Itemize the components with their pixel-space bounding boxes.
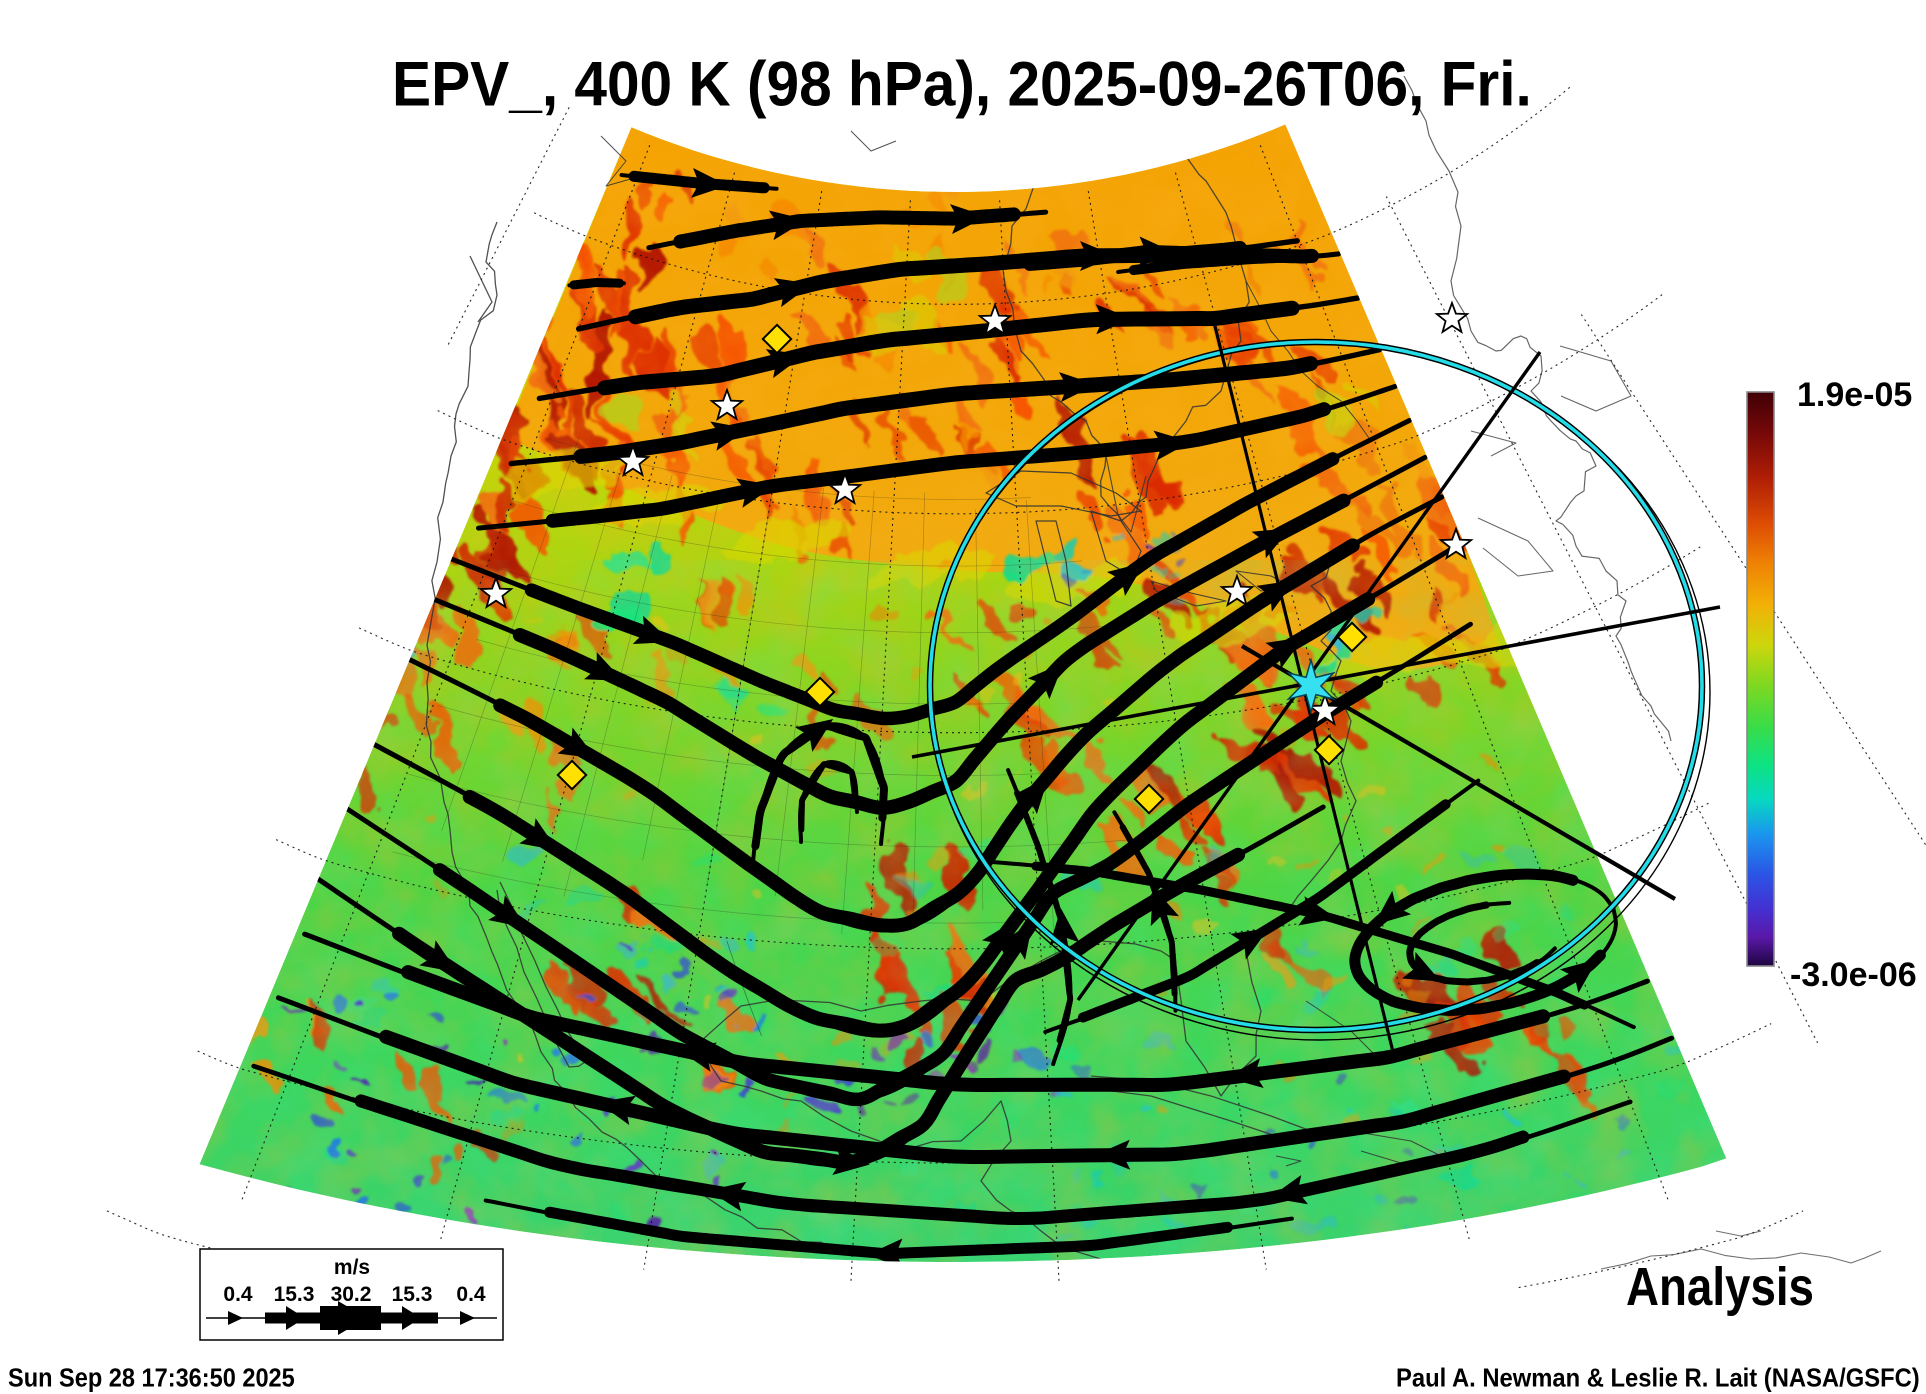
svg-text:Sun Sep 28 17:36:50 2025: Sun Sep 28 17:36:50 2025 (8, 1364, 295, 1392)
svg-text:Analysis: Analysis (1626, 1256, 1814, 1316)
svg-text:EPV_, 400 K (98 hPa), 2025-09-: EPV_, 400 K (98 hPa), 2025-09-26T06, Fri… (392, 49, 1532, 119)
svg-text:1.9e-05: 1.9e-05 (1797, 376, 1912, 414)
svg-text:0.4: 0.4 (223, 1283, 253, 1306)
svg-text:Paul A. Newman & Leslie R. Lai: Paul A. Newman & Leslie R. Lait (NASA/GS… (1396, 1364, 1920, 1393)
svg-text:15.3: 15.3 (274, 1283, 315, 1306)
svg-text:15.3: 15.3 (392, 1283, 433, 1306)
svg-text:-3.0e-06: -3.0e-06 (1790, 956, 1917, 994)
svg-text:m/s: m/s (334, 1256, 370, 1279)
svg-text:0.4: 0.4 (456, 1283, 486, 1306)
svg-text:30.2: 30.2 (331, 1283, 372, 1306)
